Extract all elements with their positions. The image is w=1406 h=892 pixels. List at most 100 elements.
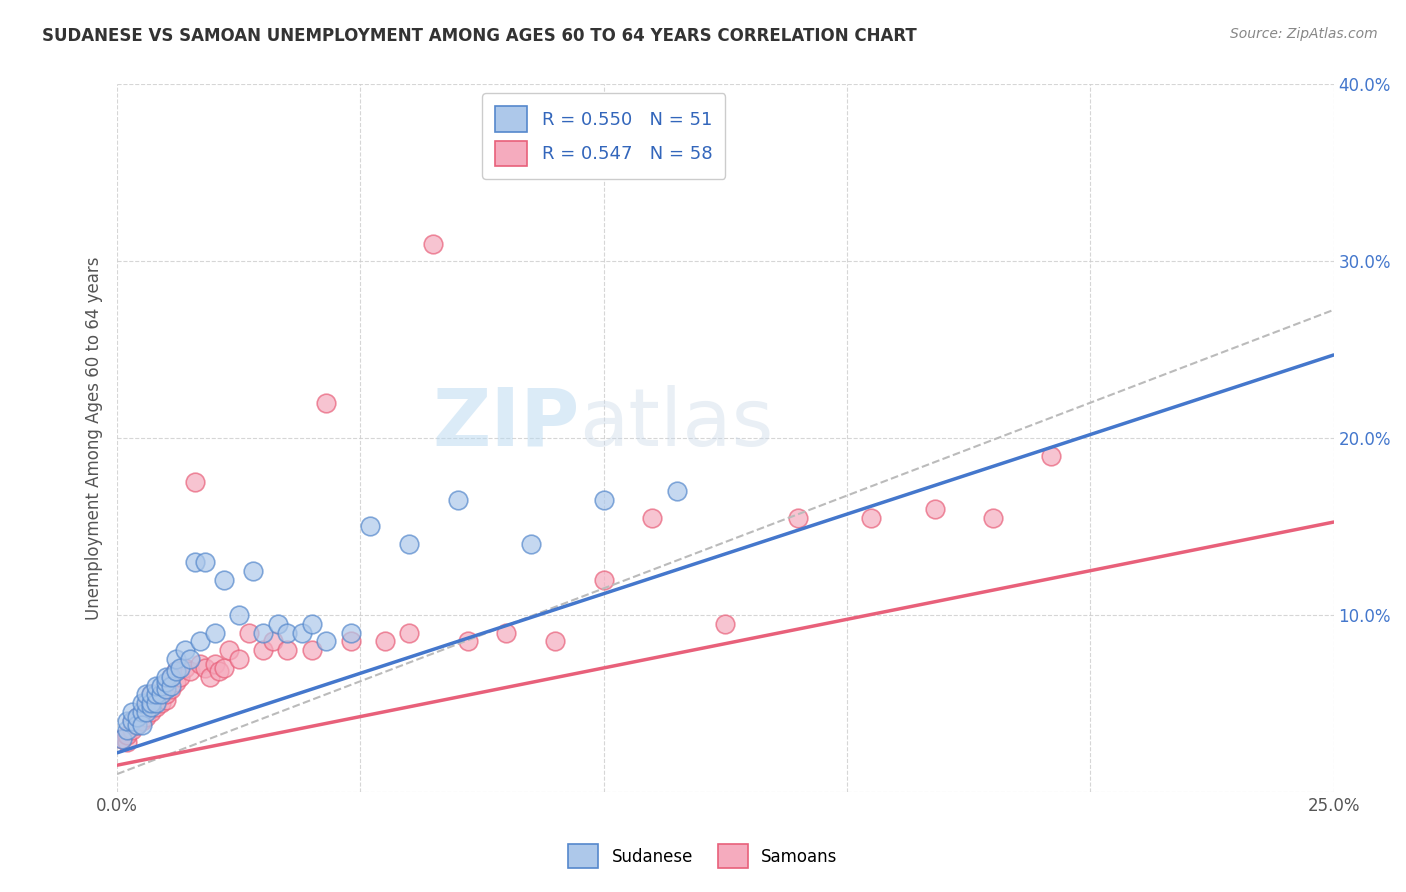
Point — [165, 652, 187, 666]
Point — [149, 696, 172, 710]
Point — [125, 710, 148, 724]
Point — [141, 699, 163, 714]
Point — [447, 492, 470, 507]
Point — [252, 643, 274, 657]
Point — [179, 652, 201, 666]
Point — [194, 555, 217, 569]
Point — [359, 519, 381, 533]
Point — [165, 665, 187, 679]
Point — [238, 625, 260, 640]
Point — [174, 643, 197, 657]
Point — [121, 723, 143, 737]
Point — [204, 657, 226, 672]
Point — [141, 705, 163, 719]
Point — [145, 688, 167, 702]
Point — [131, 705, 153, 719]
Point — [155, 692, 177, 706]
Text: SUDANESE VS SAMOAN UNEMPLOYMENT AMONG AGES 60 TO 64 YEARS CORRELATION CHART: SUDANESE VS SAMOAN UNEMPLOYMENT AMONG AG… — [42, 27, 917, 45]
Y-axis label: Unemployment Among Ages 60 to 64 years: Unemployment Among Ages 60 to 64 years — [86, 256, 103, 620]
Point — [149, 688, 172, 702]
Point — [218, 643, 240, 657]
Point — [184, 555, 207, 569]
Point — [212, 573, 235, 587]
Point — [860, 510, 883, 524]
Point — [276, 625, 298, 640]
Point — [924, 501, 946, 516]
Point — [787, 510, 810, 524]
Point — [115, 735, 138, 749]
Point — [188, 657, 211, 672]
Point — [1040, 449, 1063, 463]
Point — [141, 688, 163, 702]
Point — [145, 679, 167, 693]
Text: ZIP: ZIP — [432, 385, 579, 463]
Point — [495, 625, 517, 640]
Point — [155, 670, 177, 684]
Point — [228, 652, 250, 666]
Point — [520, 537, 543, 551]
Point — [141, 688, 163, 702]
Point — [301, 643, 323, 657]
Point — [111, 731, 134, 746]
Text: Source: ZipAtlas.com: Source: ZipAtlas.com — [1230, 27, 1378, 41]
Point — [131, 714, 153, 728]
Point — [398, 537, 420, 551]
Point — [981, 510, 1004, 524]
Point — [145, 699, 167, 714]
Point — [159, 670, 181, 684]
Point — [714, 616, 737, 631]
Point — [398, 625, 420, 640]
Point — [184, 475, 207, 490]
Point — [155, 675, 177, 690]
Point — [125, 717, 148, 731]
Point — [121, 705, 143, 719]
Point — [125, 710, 148, 724]
Point — [135, 688, 157, 702]
Point — [111, 731, 134, 746]
Point — [315, 634, 337, 648]
Point — [145, 692, 167, 706]
Point — [155, 688, 177, 702]
Point — [165, 675, 187, 690]
Point — [135, 696, 157, 710]
Point — [115, 728, 138, 742]
Point — [291, 625, 314, 640]
Point — [204, 625, 226, 640]
Point — [131, 696, 153, 710]
Point — [145, 696, 167, 710]
Point — [179, 665, 201, 679]
Point — [159, 682, 181, 697]
Point — [339, 634, 361, 648]
Point — [641, 510, 664, 524]
Point — [159, 670, 181, 684]
Point — [131, 705, 153, 719]
Point — [174, 661, 197, 675]
Point — [115, 714, 138, 728]
Point — [135, 699, 157, 714]
Point — [212, 661, 235, 675]
Legend: R = 0.550   N = 51, R = 0.547   N = 58: R = 0.550 N = 51, R = 0.547 N = 58 — [482, 94, 725, 179]
Point — [149, 688, 172, 702]
Point — [198, 670, 221, 684]
Point — [121, 714, 143, 728]
Point — [155, 679, 177, 693]
Point — [115, 723, 138, 737]
Point — [141, 696, 163, 710]
Point — [242, 564, 264, 578]
Point — [592, 573, 614, 587]
Point — [208, 665, 231, 679]
Point — [276, 643, 298, 657]
Point — [252, 625, 274, 640]
Legend: Sudanese, Samoans: Sudanese, Samoans — [561, 838, 845, 875]
Point — [665, 484, 688, 499]
Point — [188, 634, 211, 648]
Point — [159, 679, 181, 693]
Point — [135, 705, 157, 719]
Point — [315, 395, 337, 409]
Point — [592, 492, 614, 507]
Point — [165, 665, 187, 679]
Point — [125, 717, 148, 731]
Point — [267, 616, 290, 631]
Text: atlas: atlas — [579, 385, 773, 463]
Point — [374, 634, 396, 648]
